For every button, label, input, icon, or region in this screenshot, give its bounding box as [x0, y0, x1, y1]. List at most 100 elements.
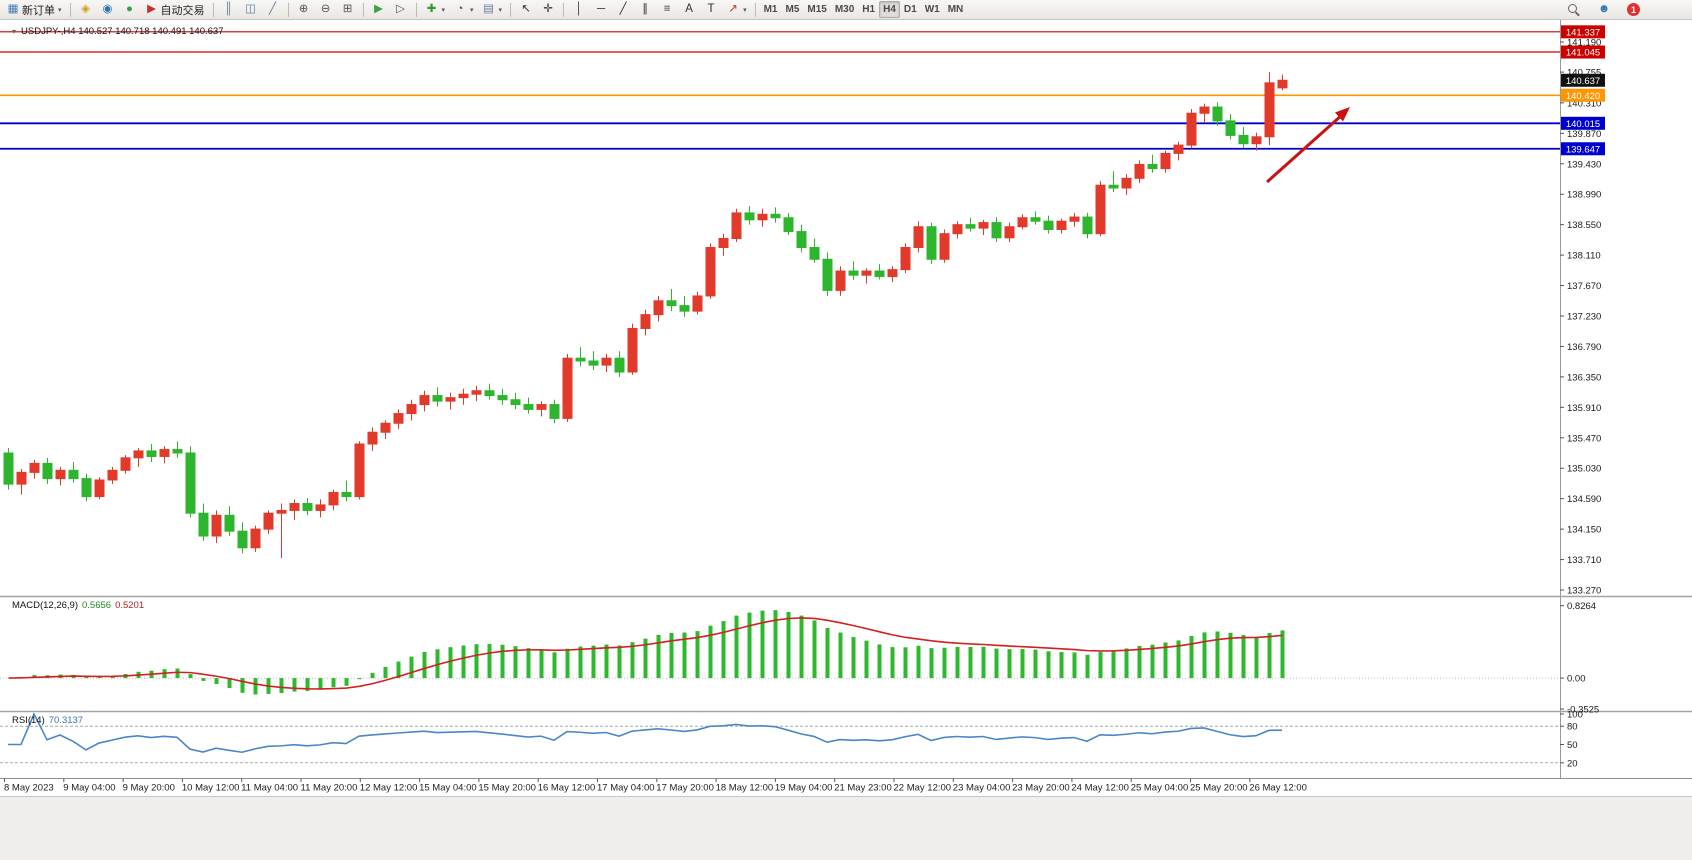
svg-text:11 May 20:00: 11 May 20:00 — [301, 783, 358, 794]
candlestick-chart-button[interactable]: ◫ — [240, 1, 262, 18]
toolbar-separator — [69, 2, 71, 17]
toolbar-right-group: ☻ 1 — [1563, 1, 1690, 18]
tf-m15-button[interactable]: M15 — [803, 1, 830, 18]
time-axis[interactable]: 8 May 2023 9 May 04:00 9 May 20:00 10 May 1… — [4, 778, 1307, 794]
svg-text:12 May 12:00: 12 May 12:00 — [360, 783, 418, 794]
cursor-button[interactable]: ↖ — [515, 1, 537, 18]
tf-m30-button[interactable]: M30 — [831, 1, 858, 18]
candle — [1173, 144, 1184, 154]
candle — [952, 224, 963, 235]
autotrading-button[interactable]: ▶ 自动交易 — [141, 1, 209, 18]
horizontal-line-button[interactable]: ─ — [590, 1, 612, 18]
candle — [471, 390, 482, 395]
tf-m1-button[interactable]: M1 — [760, 1, 782, 18]
periods-button[interactable]: ◔ ▾ — [449, 1, 478, 18]
zoom-in-button[interactable]: ⊕ — [293, 1, 315, 18]
templates-button[interactable]: ▤ ▾ — [478, 1, 507, 18]
svg-text:25 May 20:00: 25 May 20:00 — [1190, 783, 1248, 794]
search-button[interactable] — [1563, 1, 1585, 18]
candle — [1043, 220, 1054, 231]
tf-h4-button[interactable]: H4 — [879, 1, 900, 18]
zoom-in-icon: ⊕ — [298, 2, 309, 15]
tf-h4-button-label: H4 — [883, 4, 896, 15]
caret-down-icon: ▾ — [441, 6, 446, 14]
candle — [55, 469, 66, 480]
tf-mn-button[interactable]: MN — [944, 1, 968, 18]
auto-scroll-button[interactable]: ▶ — [368, 1, 390, 18]
caret-down-icon: ▾ — [470, 6, 474, 14]
one-click-trading-arrow[interactable]: ▾ — [12, 27, 17, 36]
symbol-ohlc-text: USDJPY-,H4 140.527 140.718 140.491 140.6… — [21, 26, 224, 37]
arrows-button[interactable]: ↗ ▾ — [722, 1, 751, 18]
svg-text:134.150: 134.150 — [1567, 525, 1601, 536]
price-level-badge: 140.015 — [1561, 116, 1605, 130]
tile-windows-button[interactable]: ⊞ — [337, 1, 359, 18]
tf-m5-button-label: M5 — [785, 4, 800, 15]
candle — [536, 404, 547, 410]
svg-text:141.337: 141.337 — [1566, 27, 1600, 38]
candle — [601, 357, 612, 366]
candle — [1251, 136, 1262, 145]
bar-chart-button[interactable]: ║ — [218, 1, 240, 18]
trend-arrow-annotation[interactable] — [1266, 107, 1350, 184]
channel-icon: ∥ — [642, 2, 648, 15]
svg-text:138.990: 138.990 — [1567, 190, 1601, 201]
vertical-line-button[interactable]: │ — [568, 1, 590, 18]
candle — [640, 314, 651, 329]
candle — [81, 478, 92, 498]
crosshair-button[interactable]: ✛ — [537, 1, 559, 18]
line-chart-button[interactable]: ╱ — [262, 1, 284, 18]
candle — [1199, 106, 1210, 114]
svg-text:133.710: 133.710 — [1567, 555, 1601, 566]
toolbar-separator — [287, 2, 289, 17]
vline-icon: │ — [575, 2, 583, 15]
indicators-button[interactable]: ✚ ▾ — [421, 1, 450, 18]
svg-text:15 May 20:00: 15 May 20:00 — [478, 783, 536, 794]
price-axis[interactable]: 141.190 140.755 140.310 139.870 139.430 138.9… — [1560, 38, 1601, 770]
candle — [406, 404, 417, 415]
tf-m30-button-label: M30 — [834, 4, 855, 15]
new-order-button[interactable]: ▦ 新订单 ▾ — [2, 1, 66, 18]
text-button[interactable]: A — [678, 1, 700, 18]
svg-text:23 May 04:00: 23 May 04:00 — [953, 783, 1011, 794]
candle — [770, 213, 781, 219]
candle — [913, 226, 924, 248]
tf-d1-button[interactable]: D1 — [900, 1, 921, 18]
toolbar-separator — [212, 2, 214, 17]
fibonacci-button[interactable]: ≡ — [656, 1, 678, 18]
candle — [965, 224, 976, 229]
svg-text:25 May 04:00: 25 May 04:00 — [1131, 783, 1189, 794]
candle — [1147, 163, 1158, 170]
text-label-button[interactable]: T — [700, 1, 722, 18]
svg-text:22 May 12:00: 22 May 12:00 — [894, 783, 952, 794]
toolbar-separator — [754, 2, 756, 17]
candle — [1069, 216, 1080, 222]
candle — [29, 462, 40, 473]
chart-canvas[interactable]: 141.190 140.755 140.310 139.870 139.430 138.9… — [0, 20, 1692, 796]
equidistant-channel-button[interactable]: ∥ — [634, 1, 656, 18]
candle — [1095, 184, 1106, 235]
zoom-out-button[interactable]: ⊖ — [315, 1, 337, 18]
macd-value-main: 0.5656 — [82, 600, 112, 611]
candle — [692, 295, 703, 312]
candle — [1134, 163, 1145, 179]
tf-m5-button[interactable]: M5 — [781, 1, 803, 18]
periods-icon: ◔ — [456, 2, 464, 15]
candle — [354, 443, 365, 498]
market-button[interactable]: ● — [119, 1, 141, 18]
user-button[interactable]: ☻ — [1593, 1, 1615, 18]
svg-text:0.00: 0.00 — [1567, 674, 1586, 685]
candle — [848, 270, 859, 276]
tf-h1-button[interactable]: H1 — [858, 1, 879, 18]
tf-m15-button-label: M15 — [807, 4, 827, 15]
notification-badge[interactable]: 1 — [1623, 1, 1644, 18]
candle — [1212, 106, 1223, 122]
svg-text:18 May 12:00: 18 May 12:00 — [716, 783, 774, 794]
svg-text:139.647: 139.647 — [1566, 144, 1600, 155]
svg-text:135.470: 135.470 — [1567, 433, 1601, 444]
community-button[interactable]: ◉ — [97, 1, 119, 18]
trendline-button[interactable]: ╱ — [612, 1, 634, 18]
chart-shift-button[interactable]: ▷ — [390, 1, 412, 18]
tf-w1-button[interactable]: W1 — [921, 1, 944, 18]
navigator-button[interactable]: ◈ — [75, 1, 97, 18]
